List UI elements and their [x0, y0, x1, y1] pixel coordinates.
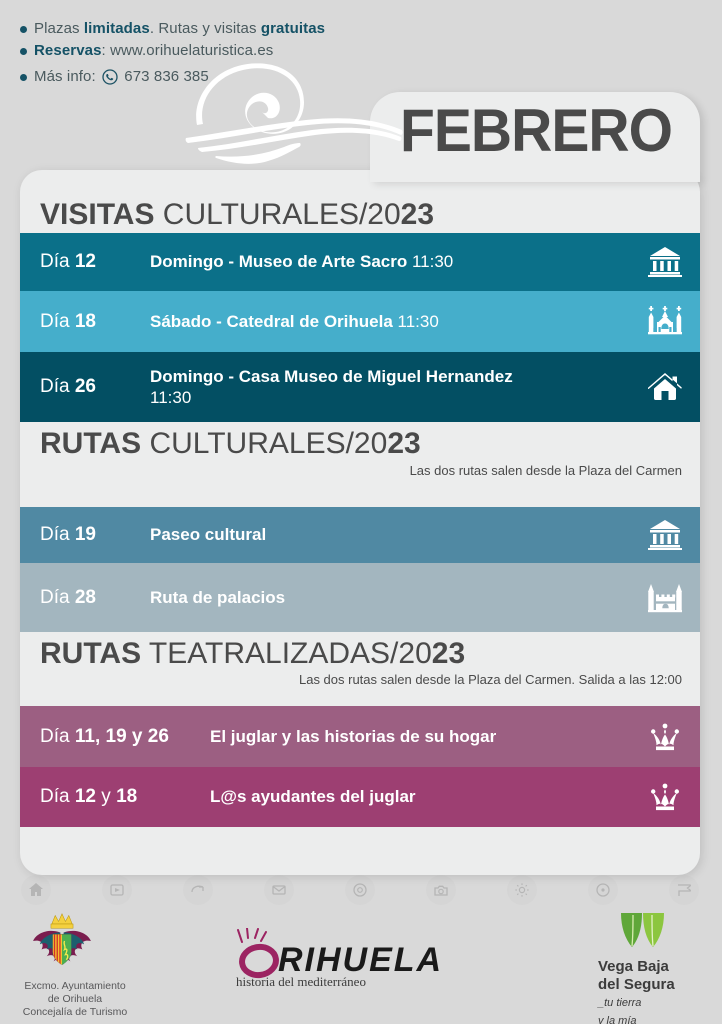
svg-text:historia del mediterráneo: historia del mediterráneo — [236, 974, 366, 988]
